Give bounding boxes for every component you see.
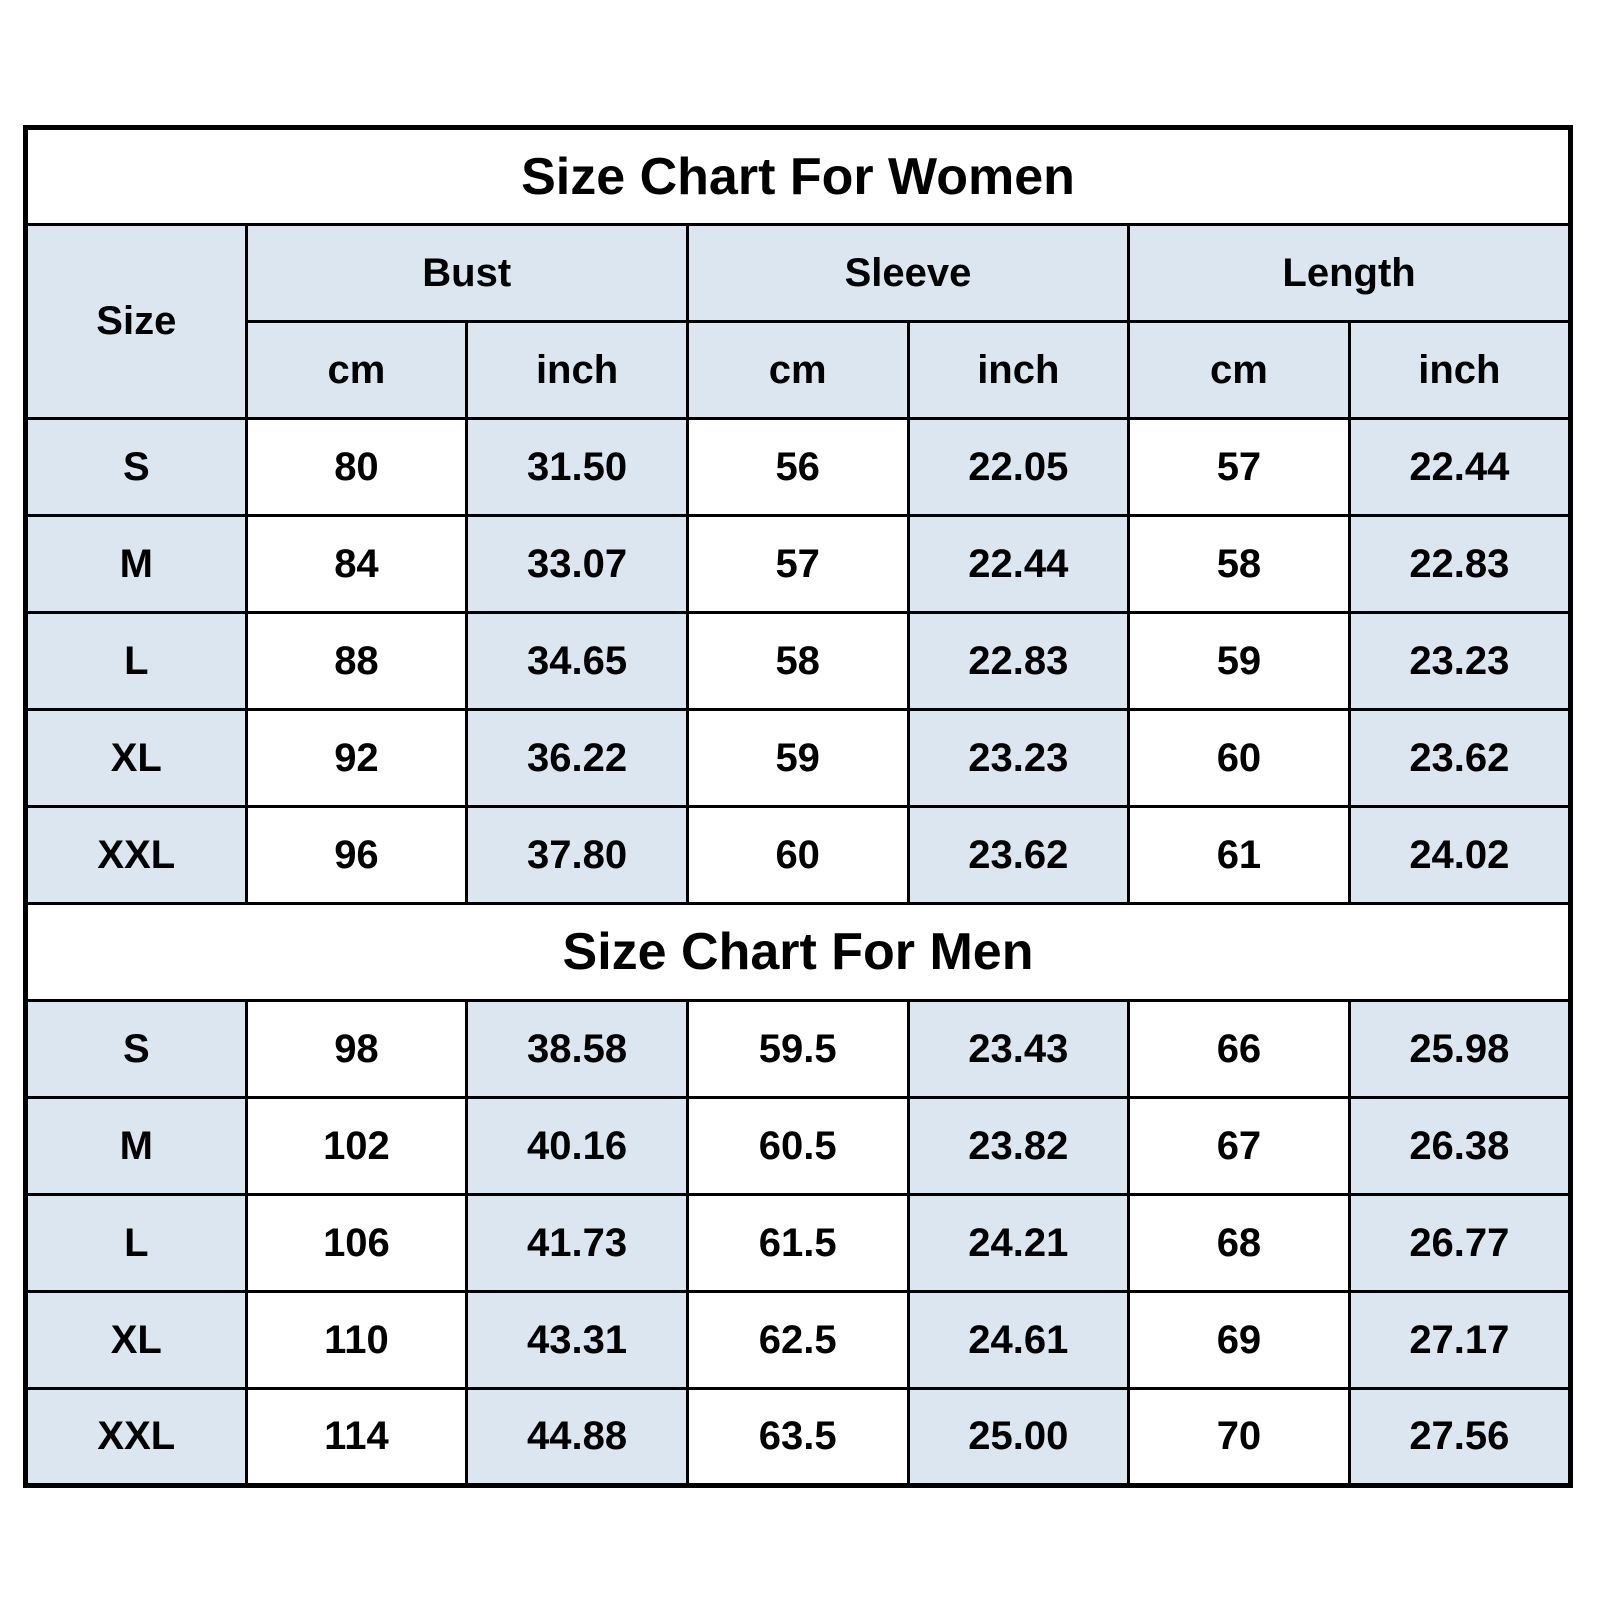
unit-header-inch: inch	[1347, 320, 1573, 420]
value-cell: 102	[244, 1096, 469, 1196]
value-cell: 70	[1127, 1387, 1351, 1487]
value-cell: 57	[685, 514, 910, 614]
value-cell: 60	[1127, 708, 1351, 808]
value-cell: 61.5	[685, 1193, 910, 1293]
value-cell: 31.50	[465, 417, 689, 517]
value-cell: 24.02	[1347, 805, 1573, 905]
value-cell: 56	[685, 417, 910, 517]
value-cell: 41.73	[465, 1193, 689, 1293]
size-label-cell: M	[24, 514, 248, 614]
value-cell: 23.62	[906, 805, 1131, 905]
value-cell: 69	[1127, 1290, 1351, 1390]
value-cell: 114	[244, 1387, 469, 1487]
value-cell: 27.17	[1347, 1290, 1573, 1390]
size-label-cell: S	[24, 999, 248, 1099]
value-cell: 23.82	[906, 1096, 1131, 1196]
table-row: XXL 96 37.80 60 23.62 61 24.02	[24, 805, 1573, 905]
value-cell: 60	[685, 805, 910, 905]
table-row: Size Chart For Women	[24, 126, 1572, 226]
value-cell: 80	[244, 417, 469, 517]
unit-header-inch: inch	[906, 320, 1131, 420]
value-cell: 22.83	[906, 611, 1131, 711]
value-cell: 22.83	[1347, 514, 1573, 614]
table-row: XL 92 36.22 59 23.23 60 23.62	[24, 708, 1573, 808]
value-cell: 25.00	[906, 1387, 1131, 1487]
value-cell: 34.65	[465, 611, 689, 711]
value-cell: 88	[244, 611, 469, 711]
size-label-cell: M	[24, 1096, 248, 1196]
table-row: XL 110 43.31 62.5 24.61 69 27.17	[24, 1290, 1573, 1390]
value-cell: 58	[685, 611, 910, 711]
value-cell: 25.98	[1347, 999, 1573, 1099]
value-cell: 37.80	[465, 805, 689, 905]
value-cell: 58	[1127, 514, 1351, 614]
sleeve-column-header: Sleeve	[685, 223, 1131, 323]
value-cell: 63.5	[685, 1387, 910, 1487]
value-cell: 60.5	[685, 1096, 910, 1196]
value-cell: 40.16	[465, 1096, 689, 1196]
value-cell: 26.38	[1347, 1096, 1573, 1196]
table-row: Size Bust Sleeve Length	[24, 223, 1572, 420]
value-cell: 84	[244, 514, 469, 614]
value-cell: 22.44	[906, 514, 1131, 614]
value-cell: 68	[1127, 1193, 1351, 1293]
value-cell: 110	[244, 1290, 469, 1390]
table-row: cm inch cm inch cm inch	[26, 320, 1573, 420]
unit-header-cm: cm	[1127, 320, 1351, 420]
unit-header-inch: inch	[465, 320, 689, 420]
unit-header-cm: cm	[685, 320, 910, 420]
value-cell: 22.05	[906, 417, 1131, 517]
value-cell: 36.22	[465, 708, 689, 808]
value-cell: 23.43	[906, 999, 1131, 1099]
table-row: S 98 38.58 59.5 23.43 66 25.98	[24, 999, 1573, 1099]
table-row: L 88 34.65 58 22.83 59 23.23	[24, 611, 1573, 711]
unit-header-cm: cm	[244, 320, 469, 420]
value-cell: 66	[1127, 999, 1351, 1099]
value-cell: 61	[1127, 805, 1351, 905]
bust-column-header: Bust	[244, 223, 689, 323]
value-cell: 23.23	[906, 708, 1131, 808]
value-cell: 106	[244, 1193, 469, 1293]
table-row: Size Chart For Men	[24, 902, 1572, 1002]
value-cell: 59	[685, 708, 910, 808]
value-cell: 23.23	[1347, 611, 1573, 711]
table-row: M 102 40.16 60.5 23.82 67 26.38	[24, 1096, 1573, 1196]
size-label-cell: L	[24, 611, 248, 711]
value-cell: 24.61	[906, 1290, 1131, 1390]
value-cell: 96	[244, 805, 469, 905]
length-column-header: Length	[1127, 223, 1572, 323]
size-label-cell: XXL	[24, 805, 248, 905]
value-cell: 44.88	[465, 1387, 689, 1487]
table-row: L 106 41.73 61.5 24.21 68 26.77	[24, 1193, 1573, 1293]
value-cell: 57	[1127, 417, 1351, 517]
women-section-title: Size Chart For Women	[24, 126, 1572, 226]
size-label-cell: XXL	[24, 1387, 248, 1487]
size-label-cell: XL	[24, 708, 248, 808]
value-cell: 43.31	[465, 1290, 689, 1390]
table-row: S 80 31.50 56 22.05 57 22.44	[24, 417, 1573, 517]
value-cell: 59	[1127, 611, 1351, 711]
value-cell: 22.44	[1347, 417, 1573, 517]
value-cell: 24.21	[906, 1193, 1131, 1293]
value-cell: 23.62	[1347, 708, 1573, 808]
men-section-title: Size Chart For Men	[24, 902, 1572, 1002]
size-label-cell: XL	[24, 1290, 248, 1390]
size-label-cell: L	[24, 1193, 248, 1293]
value-cell: 92	[244, 708, 469, 808]
value-cell: 38.58	[465, 999, 689, 1099]
table-row: XXL 114 44.88 63.5 25.00 70 27.56	[24, 1387, 1573, 1487]
value-cell: 98	[244, 999, 469, 1099]
value-cell: 59.5	[685, 999, 910, 1099]
value-cell: 62.5	[685, 1290, 910, 1390]
value-cell: 33.07	[465, 514, 689, 614]
value-cell: 26.77	[1347, 1193, 1573, 1293]
size-label-cell: S	[24, 417, 248, 517]
value-cell: 27.56	[1347, 1387, 1573, 1487]
table-row: M 84 33.07 57 22.44 58 22.83	[24, 514, 1573, 614]
size-column-header: Size	[24, 223, 248, 420]
value-cell: 67	[1127, 1096, 1351, 1196]
size-chart-table: Size Chart For Women Size Bust Sleeve Le…	[23, 125, 1573, 1488]
